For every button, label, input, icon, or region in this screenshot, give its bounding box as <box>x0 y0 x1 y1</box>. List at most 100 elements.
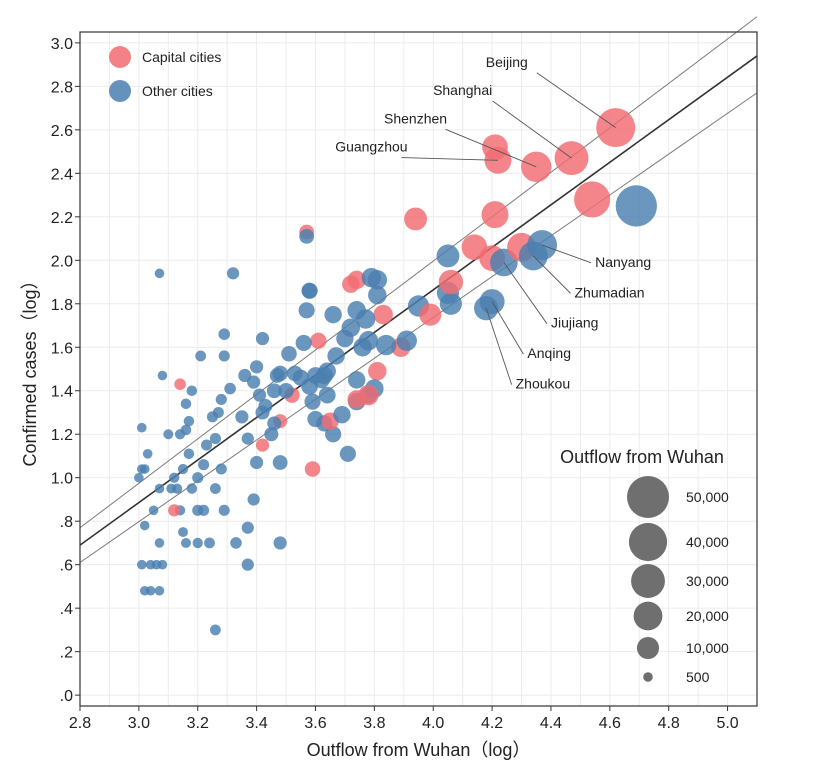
x-tick-label: 4.6 <box>599 715 621 732</box>
point-other-city <box>139 464 150 474</box>
point-other-city <box>209 624 221 636</box>
point-other-city <box>180 424 192 436</box>
point-other-city <box>137 422 147 433</box>
point-other-city <box>375 334 397 356</box>
annotation-leader-line <box>532 255 571 294</box>
annotation-label-nanyang: Nanyang <box>595 254 651 270</box>
annotation-leader-line <box>445 128 537 168</box>
point-other-city <box>255 331 270 346</box>
point-other-city <box>218 350 230 362</box>
point-other-city <box>178 527 188 538</box>
x-axis-title: Outflow from Wuhan（log） <box>307 740 531 760</box>
point-other-city <box>148 505 159 516</box>
point-other-city <box>299 228 315 244</box>
y-tick-label: .0 <box>60 688 73 705</box>
size-legend-marker <box>633 601 663 631</box>
x-tick-label: 2.8 <box>69 715 91 732</box>
point-other-city <box>301 282 318 299</box>
point-other-city <box>154 483 165 494</box>
annotation-leader-line <box>536 72 616 129</box>
point-other-city <box>324 305 342 324</box>
size-legend-label: 50,000 <box>686 489 729 505</box>
point-other-city <box>341 318 361 337</box>
point-capital-city <box>255 438 270 452</box>
x-tick-label: 4.2 <box>481 715 503 732</box>
point-capital-city <box>481 201 509 229</box>
point-capital-city <box>438 269 464 295</box>
size-legend: Outflow from Wuhan 50,000 40,000 30,000 20,… <box>560 447 729 685</box>
point-capital-city <box>174 378 186 391</box>
point-other-city <box>172 483 183 494</box>
point-other-city <box>252 388 267 402</box>
point-other-city <box>154 585 165 596</box>
point-other-city <box>272 455 288 470</box>
point-other-city <box>267 416 282 431</box>
point-other-city <box>192 537 203 549</box>
annotation-leader-line <box>492 100 572 159</box>
point-other-city <box>209 483 221 494</box>
point-other-city <box>347 371 366 389</box>
point-other-city <box>226 267 240 280</box>
point-other-city <box>333 405 351 424</box>
y-tick-label: 2.6 <box>51 123 73 140</box>
color-legend: Capital cities Other cities <box>109 46 221 102</box>
point-other-city <box>368 285 387 305</box>
x-tick-label: 3.2 <box>187 715 209 732</box>
point-other-city <box>327 347 345 365</box>
point-other-city <box>479 289 505 315</box>
annotation-label-guangzhou: Guangzhou <box>335 139 407 155</box>
legend-marker-other <box>109 80 131 102</box>
y-tick-label: .6 <box>60 558 73 575</box>
point-other-city <box>201 439 213 451</box>
point-other-city <box>235 410 249 424</box>
point-other-city <box>218 504 230 516</box>
point-other-city <box>367 270 388 290</box>
point-other-city <box>224 382 236 395</box>
y-tick-label: 2.4 <box>51 166 73 183</box>
x-tick-label: 5.0 <box>716 715 738 732</box>
point-capital-city <box>404 207 427 231</box>
point-other-city <box>298 302 315 319</box>
point-other-city <box>154 538 165 548</box>
y-tick-label: 1.8 <box>51 297 73 314</box>
point-other-city <box>183 415 195 427</box>
point-capital-city <box>574 181 611 218</box>
point-other-city <box>272 365 288 382</box>
point-other-city <box>396 330 417 351</box>
point-other-city <box>134 472 144 483</box>
x-tick-label: 4.0 <box>422 715 444 732</box>
point-other-city <box>273 536 287 550</box>
point-other-city <box>241 521 254 534</box>
y-axis-ticks: .0 .2 .4 .6 .8 1.0 1.2 1.4 1.6 1.8 2.0 2.2 2.4 2.6 2.8… <box>51 36 80 705</box>
x-axis-ticks: 2.8 3.0 3.2 3.4 3.6 3.8 4.0 4.2 4.4 4.6 4.8 5.0 <box>69 706 739 732</box>
point-capital-city <box>310 332 327 349</box>
x-tick-label: 4.8 <box>658 715 680 732</box>
size-legend-label: 30,000 <box>686 573 729 589</box>
point-capital-city <box>419 303 442 326</box>
point-other-city <box>264 427 279 442</box>
point-other-city <box>230 537 242 549</box>
data-points <box>134 108 657 636</box>
point-other-city <box>250 455 264 470</box>
y-tick-label: 2.2 <box>51 210 73 227</box>
y-tick-label: 1.0 <box>51 471 73 488</box>
point-other-city <box>186 385 198 397</box>
point-other-city <box>215 393 227 405</box>
y-tick-label: 3.0 <box>51 36 73 53</box>
annotation-label-shenzhen: Shenzhen <box>384 110 447 126</box>
y-tick-label: 2.8 <box>51 79 73 96</box>
city-annotations: Beijing Shanghai Shenzhen Guangzhou Nanyang Z… <box>335 54 651 392</box>
legend-label-other: Other cities <box>142 83 213 99</box>
y-tick-label: .4 <box>60 601 73 618</box>
y-tick-label: .8 <box>60 514 73 531</box>
point-other-city <box>304 393 321 410</box>
size-legend-marker <box>627 476 669 518</box>
point-other-city <box>315 366 334 385</box>
point-other-city <box>137 559 147 570</box>
x-tick-label: 3.0 <box>128 715 150 732</box>
point-other-city <box>266 383 282 399</box>
point-other-city <box>281 346 297 362</box>
point-other-city <box>241 432 254 445</box>
point-other-city <box>255 405 270 420</box>
